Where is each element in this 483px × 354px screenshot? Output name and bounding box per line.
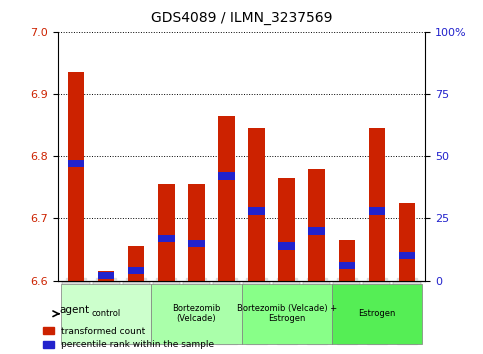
Bar bbox=[158, 235, 174, 242]
FancyBboxPatch shape bbox=[153, 282, 180, 330]
FancyBboxPatch shape bbox=[62, 282, 89, 330]
Bar bbox=[369, 128, 385, 281]
Bar bbox=[128, 267, 144, 274]
FancyBboxPatch shape bbox=[243, 282, 270, 330]
FancyBboxPatch shape bbox=[61, 284, 151, 344]
Bar bbox=[218, 172, 235, 180]
Bar bbox=[248, 207, 265, 215]
Bar bbox=[398, 203, 415, 281]
Bar bbox=[188, 184, 205, 281]
Bar bbox=[158, 184, 174, 281]
FancyBboxPatch shape bbox=[394, 282, 421, 330]
Text: Estrogen: Estrogen bbox=[358, 309, 396, 318]
FancyBboxPatch shape bbox=[273, 282, 300, 330]
Text: Bortezomib (Velcade) +
Estrogen: Bortezomib (Velcade) + Estrogen bbox=[237, 304, 337, 324]
FancyBboxPatch shape bbox=[183, 282, 210, 330]
Text: GDS4089 / ILMN_3237569: GDS4089 / ILMN_3237569 bbox=[151, 11, 332, 25]
Text: control: control bbox=[91, 309, 121, 318]
Bar bbox=[339, 262, 355, 269]
FancyBboxPatch shape bbox=[151, 284, 242, 344]
FancyBboxPatch shape bbox=[213, 282, 240, 330]
Bar bbox=[98, 271, 114, 281]
FancyBboxPatch shape bbox=[333, 282, 360, 330]
Bar bbox=[248, 128, 265, 281]
FancyBboxPatch shape bbox=[363, 282, 390, 330]
FancyBboxPatch shape bbox=[303, 282, 330, 330]
FancyBboxPatch shape bbox=[123, 282, 150, 330]
Text: agent: agent bbox=[59, 306, 89, 315]
Bar bbox=[339, 240, 355, 281]
Bar bbox=[68, 72, 85, 281]
Bar bbox=[309, 227, 325, 235]
Text: Bortezomib
(Velcade): Bortezomib (Velcade) bbox=[172, 304, 221, 324]
FancyBboxPatch shape bbox=[242, 284, 332, 344]
Bar bbox=[398, 252, 415, 259]
Bar bbox=[128, 246, 144, 281]
Bar bbox=[98, 272, 114, 279]
Bar bbox=[218, 116, 235, 281]
FancyBboxPatch shape bbox=[93, 282, 120, 330]
Bar bbox=[369, 207, 385, 215]
Bar bbox=[309, 169, 325, 281]
Bar bbox=[278, 242, 295, 250]
Bar bbox=[278, 178, 295, 281]
Legend: transformed count, percentile rank within the sample: transformed count, percentile rank withi… bbox=[43, 327, 214, 349]
Bar bbox=[188, 240, 205, 247]
FancyBboxPatch shape bbox=[332, 284, 422, 344]
Bar bbox=[68, 160, 85, 167]
